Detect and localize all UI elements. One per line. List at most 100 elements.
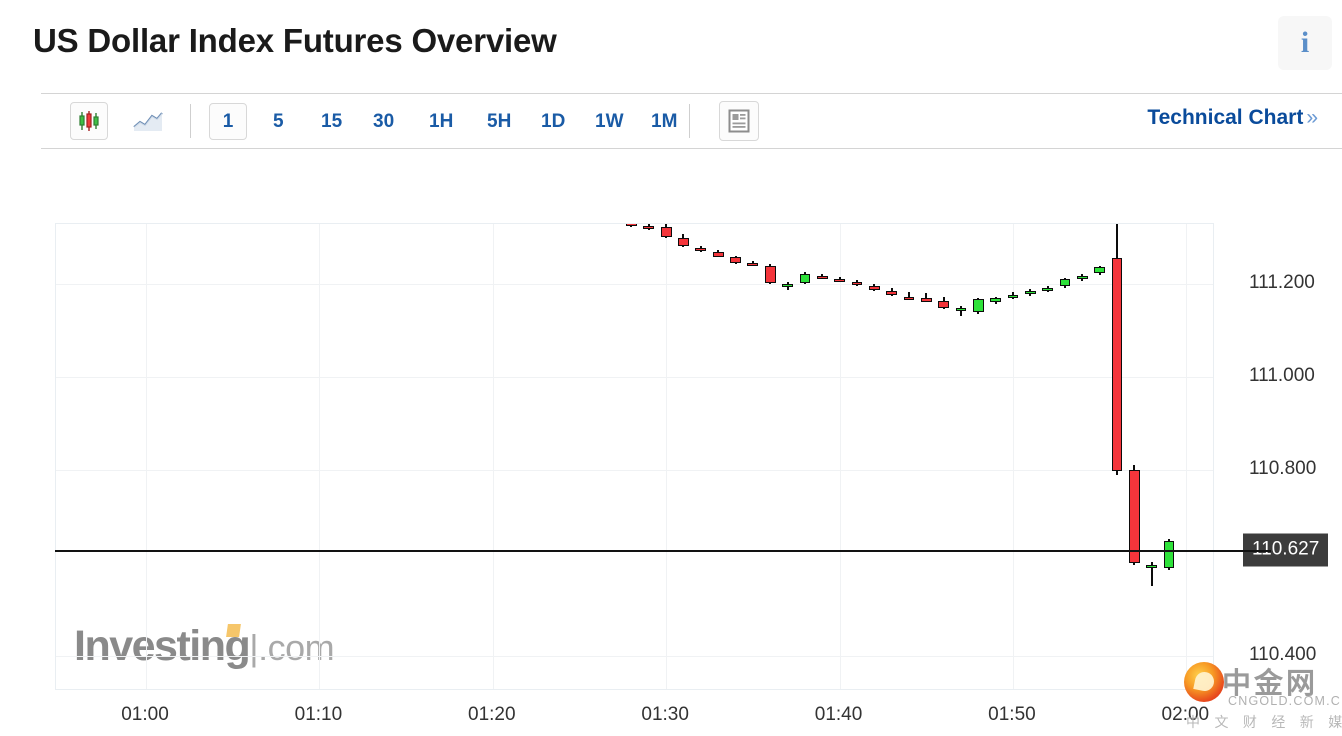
page-header: US Dollar Index Futures Overview i — [0, 0, 1342, 86]
gridline-vertical — [146, 224, 148, 689]
candlestick — [1076, 274, 1088, 281]
candle-body — [799, 274, 811, 283]
candle-body — [1007, 294, 1019, 298]
candlestick — [626, 224, 637, 227]
investing-watermark: Investing|.com — [74, 622, 335, 671]
interval-1d[interactable]: 1D — [541, 110, 566, 132]
candlestick — [643, 224, 655, 230]
candle-wick — [959, 305, 962, 317]
gridline-horizontal — [56, 470, 1213, 472]
candle-body — [626, 224, 637, 226]
y-axis-tick: 111.000 — [1249, 365, 1315, 387]
price-chart[interactable]: Investing|.com 111.200 111.000 110.800 110.… — [41, 149, 1342, 736]
candlestick — [1024, 289, 1036, 296]
plot-area[interactable]: Investing|.com — [55, 223, 1214, 690]
candle-body — [834, 278, 845, 283]
gridline-vertical — [839, 224, 841, 689]
technical-chart-label: Technical Chart — [1147, 106, 1304, 129]
candle-body — [643, 225, 655, 230]
candle-body — [990, 298, 1001, 302]
gridline-vertical — [666, 224, 668, 689]
candle-body — [712, 251, 724, 257]
candle-body — [730, 257, 741, 264]
x-axis-tick: 01:10 — [294, 704, 343, 725]
candle-body — [886, 290, 897, 295]
page-title: US Dollar Index Futures Overview — [33, 22, 557, 59]
interval-5[interactable]: 5 — [273, 110, 284, 132]
investing-name: Investing — [74, 622, 251, 670]
chevron-right-icon: » — [1306, 106, 1318, 129]
candle-body — [1146, 565, 1157, 569]
interval-1h[interactable]: 1H — [429, 110, 454, 132]
candlestick — [816, 274, 828, 280]
toolbar-divider — [190, 104, 191, 138]
investing-domain: |.com — [249, 627, 335, 668]
candle-body — [816, 276, 828, 280]
line-chart-icon[interactable] — [129, 102, 167, 140]
candle-wick — [925, 292, 928, 302]
candlestick — [903, 291, 915, 300]
candle-body — [660, 226, 672, 238]
current-price-badge: 110.627 — [1243, 533, 1329, 567]
candle-body — [868, 286, 880, 291]
interval-1m[interactable]: 1M — [651, 110, 678, 132]
cngold-url: CNGOLD.COM.CN — [1228, 694, 1342, 708]
gridline-vertical — [319, 224, 321, 689]
gridline-horizontal — [56, 656, 1213, 658]
gridline-horizontal — [56, 377, 1213, 379]
news-panel-icon[interactable] — [719, 101, 759, 141]
candle-body — [1076, 276, 1088, 280]
candle-body — [695, 248, 707, 252]
candlestick — [1042, 286, 1053, 292]
info-icon[interactable]: i — [1278, 16, 1332, 70]
technical-chart-link[interactable]: Technical Chart» — [1147, 106, 1318, 130]
candlestick — [834, 277, 845, 283]
interval-30[interactable]: 30 — [373, 110, 395, 132]
y-axis-tick: 111.200 — [1249, 272, 1315, 294]
y-axis-tick: 110.800 — [1249, 458, 1317, 480]
candlestick — [764, 263, 776, 284]
candle-body — [1042, 288, 1053, 292]
interval-1w[interactable]: 1W — [595, 110, 624, 132]
gridline-horizontal — [56, 284, 1213, 286]
candlestick — [730, 255, 741, 264]
candlestick — [799, 272, 811, 285]
candle-body — [1128, 470, 1140, 564]
candlestick — [1146, 561, 1157, 586]
candlestick — [747, 261, 759, 267]
candlestick — [1163, 539, 1175, 570]
toolbar-divider — [689, 104, 690, 138]
x-axis-tick: 01:40 — [814, 704, 863, 725]
candle-body — [1094, 266, 1105, 274]
x-axis: 01:00 01:10 01:20 01:30 01:40 01:50 02:00 — [55, 695, 1214, 735]
interval-5h[interactable]: 5H — [487, 110, 512, 132]
candlestick — [886, 288, 897, 296]
candlestick — [1059, 277, 1071, 289]
gridline-vertical — [492, 224, 494, 689]
candlestick — [938, 297, 949, 309]
candle-body — [747, 263, 759, 267]
candlestick — [695, 246, 707, 252]
chart-toolbar: Technical Chart» 1 5 15 30 1H 5H 1D 1W 1M — [41, 93, 1342, 149]
candle-body — [955, 307, 967, 311]
info-glyph: i — [1300, 26, 1310, 59]
candle-wick — [907, 291, 910, 299]
candle-body — [1059, 278, 1071, 287]
candlestick — [955, 305, 967, 317]
last-price-line — [55, 549, 1271, 552]
gridline-vertical — [1186, 224, 1188, 689]
candlestick — [851, 279, 863, 287]
investing-dot — [226, 624, 241, 637]
candle-body — [920, 298, 932, 302]
candlestick — [1111, 224, 1123, 476]
candle-body — [938, 301, 949, 308]
interval-1[interactable]: 1 — [209, 103, 247, 140]
candle-body — [782, 283, 793, 287]
x-axis-tick: 01:50 — [988, 704, 1036, 725]
candlestick — [1094, 265, 1105, 276]
candle-body — [851, 281, 863, 286]
interval-15[interactable]: 15 — [321, 110, 343, 132]
x-axis-tick: 01:00 — [121, 704, 169, 725]
candlestick-icon[interactable] — [70, 102, 108, 140]
